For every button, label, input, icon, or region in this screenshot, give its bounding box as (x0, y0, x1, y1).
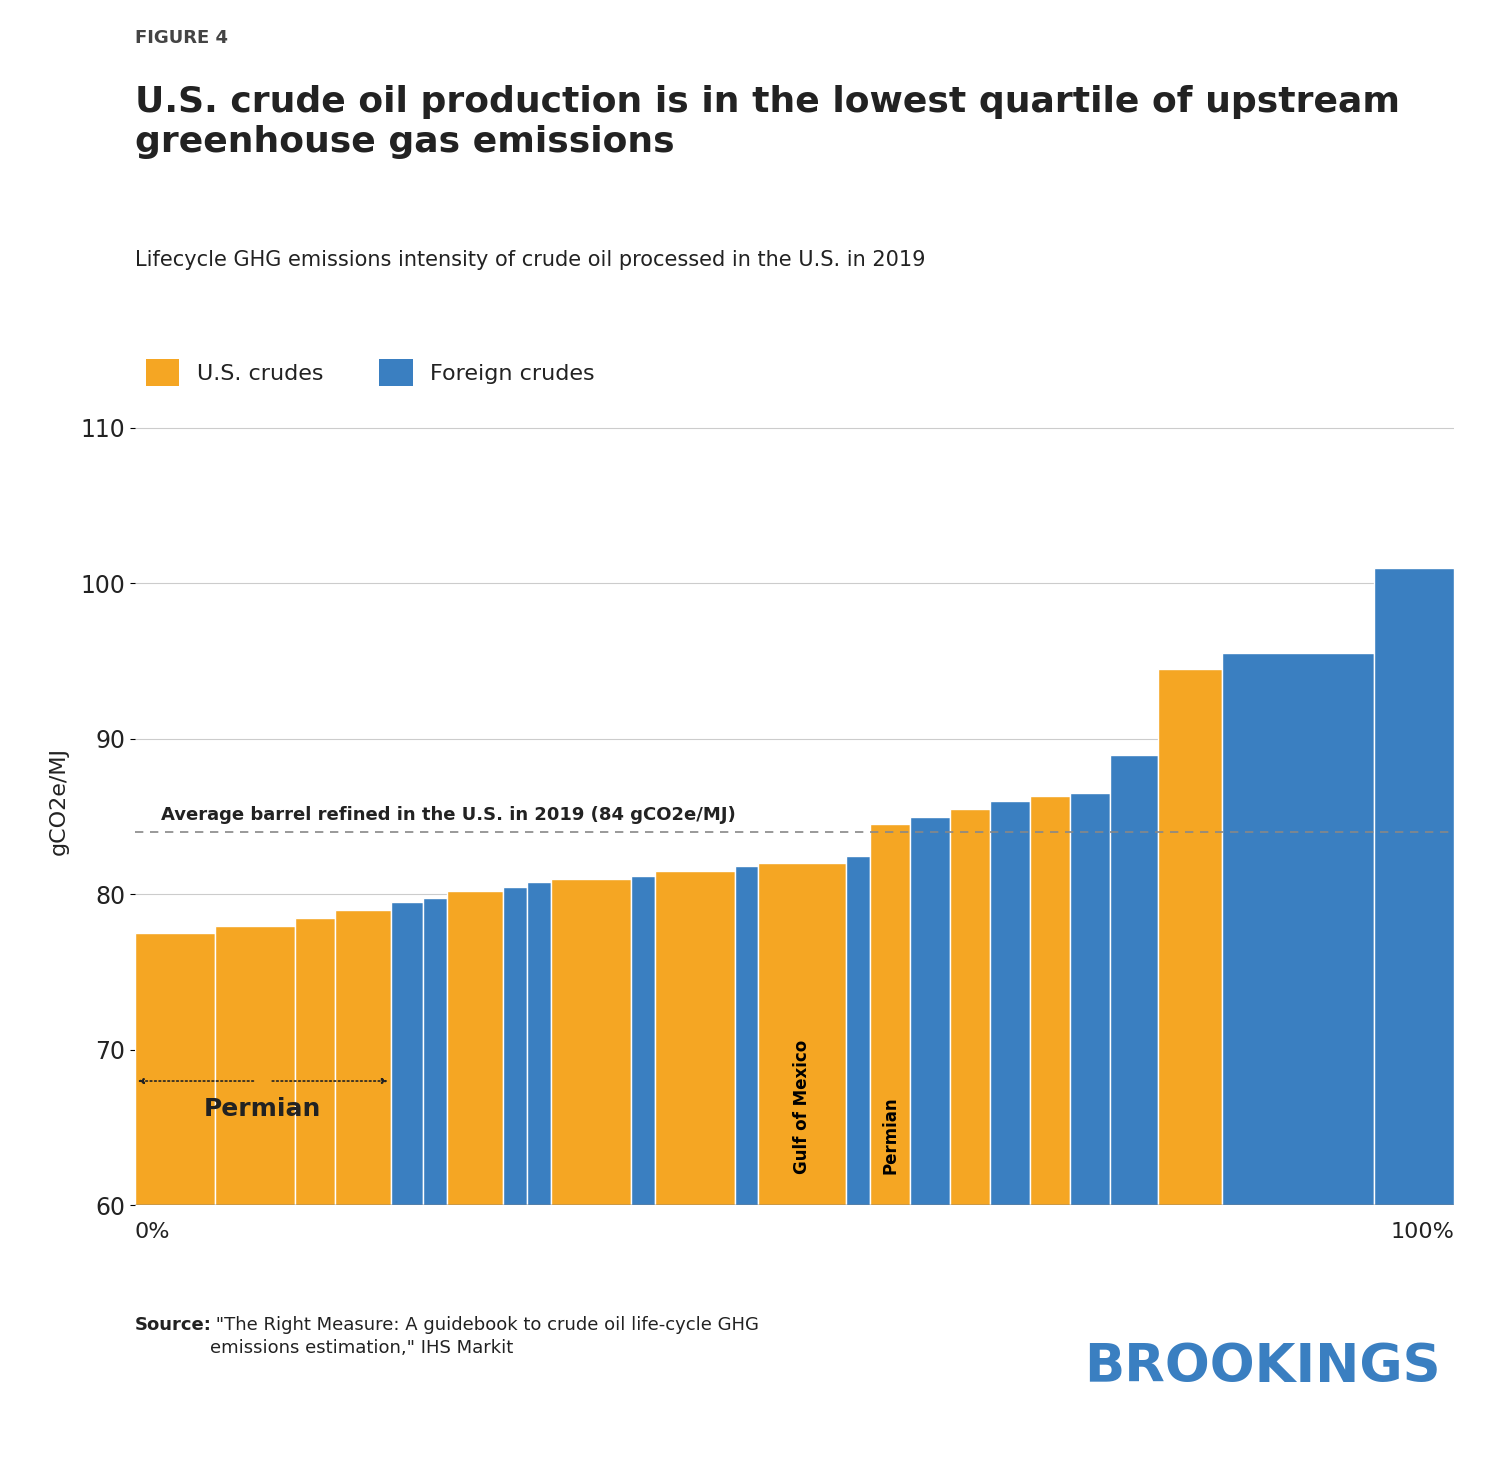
Text: "The Right Measure: A guidebook to crude oil life-cycle GHG
emissions estimation: "The Right Measure: A guidebook to crude… (210, 1316, 758, 1357)
Bar (950, 809, 991, 1205)
Bar (655, 872, 735, 1205)
Text: U.S. crude oil production is in the lowest quartile of upstream
greenhouse gas e: U.S. crude oil production is in the lowe… (135, 85, 1400, 159)
Text: Lifecycle GHG emissions intensity of crude oil processed in the U.S. in 2019: Lifecycle GHG emissions intensity of cru… (135, 250, 925, 270)
Bar (423, 898, 447, 1205)
Bar (334, 910, 391, 1205)
Text: Source:: Source: (135, 1316, 211, 1333)
Bar (295, 917, 334, 1205)
Text: 0%: 0% (135, 1222, 171, 1242)
Bar (1070, 794, 1111, 1205)
Legend: U.S. crudes, Foreign crudes: U.S. crudes, Foreign crudes (145, 359, 595, 385)
Bar (502, 886, 526, 1205)
Text: Permian: Permian (204, 1097, 321, 1120)
Bar (1375, 567, 1454, 1205)
Bar (991, 801, 1030, 1205)
Text: 100%: 100% (1390, 1222, 1454, 1242)
Bar (758, 863, 847, 1205)
Bar (214, 926, 295, 1205)
Text: Average barrel refined in the U.S. in 2019 (84 gCO2e/MJ): Average barrel refined in the U.S. in 20… (162, 807, 736, 825)
Bar (447, 891, 502, 1205)
Y-axis label: gCO2e/MJ: gCO2e/MJ (49, 747, 69, 856)
Bar (871, 825, 910, 1205)
Bar (391, 903, 423, 1205)
Bar (631, 876, 655, 1205)
Bar (735, 866, 758, 1205)
Bar (135, 933, 214, 1205)
Bar (910, 817, 950, 1205)
Text: Gulf of Mexico: Gulf of Mexico (793, 1041, 811, 1175)
Bar (1222, 654, 1375, 1205)
Text: FIGURE 4: FIGURE 4 (135, 29, 228, 47)
Text: Permian: Permian (881, 1097, 899, 1175)
Bar (1159, 669, 1222, 1205)
Bar (550, 879, 631, 1205)
Text: BROOKINGS: BROOKINGS (1084, 1341, 1441, 1394)
Bar (847, 856, 871, 1205)
Bar (526, 882, 550, 1205)
Bar (1030, 797, 1070, 1205)
Bar (1111, 754, 1159, 1205)
